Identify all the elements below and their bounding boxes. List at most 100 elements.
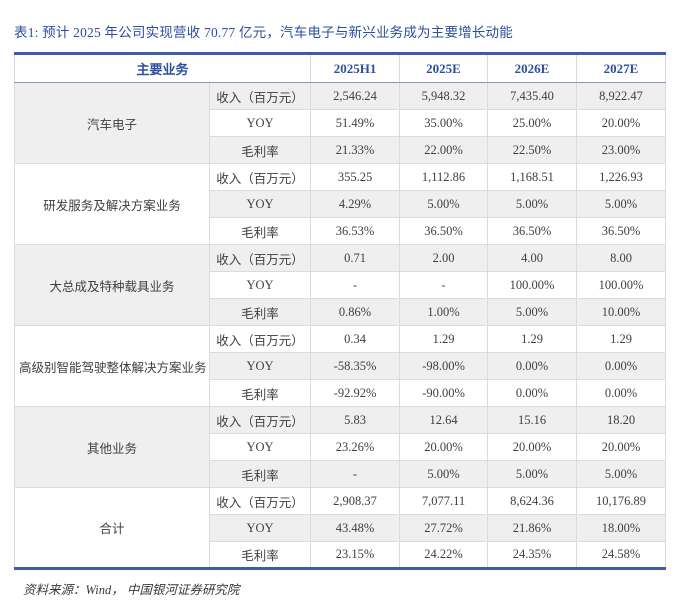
value-cell: 20.00% bbox=[576, 433, 667, 461]
value-cell: 27.72% bbox=[399, 514, 489, 542]
header-period-2027e: 2027E bbox=[576, 53, 667, 83]
value-cell: 22.50% bbox=[487, 136, 578, 164]
table-row: 毛利率 21.33% 22.00% 22.50% 23.00% bbox=[15, 136, 667, 164]
metric-label-cell: 收入（百万元） bbox=[208, 487, 312, 515]
value-cell: 18.00% bbox=[576, 514, 667, 542]
metric-label-cell: 收入（百万元） bbox=[208, 244, 312, 272]
value-cell: 20.00% bbox=[399, 433, 489, 461]
value-cell: 1.00% bbox=[399, 298, 489, 326]
value-cell: 8,624.36 bbox=[487, 487, 578, 515]
value-cell: 1.29 bbox=[399, 325, 489, 353]
value-cell: 10.00% bbox=[576, 298, 667, 326]
metric-label-cell: 毛利率 bbox=[208, 541, 312, 569]
header-period-2025h1: 2025H1 bbox=[310, 53, 401, 83]
metric-label-cell: 收入（百万元） bbox=[208, 163, 312, 191]
business-name-cell: 大总成及特种载具业务 bbox=[14, 244, 210, 326]
metric-label-cell: 收入（百万元） bbox=[208, 82, 312, 110]
value-cell: 0.00% bbox=[576, 352, 667, 380]
value-cell: - bbox=[310, 460, 401, 488]
table-row: 大总成及特种载具业务 收入（百万元） 0.71 2.00 4.00 8.00 bbox=[14, 244, 667, 326]
value-cell: 20.00% bbox=[487, 433, 578, 461]
value-cell: 355.25 bbox=[310, 163, 401, 191]
value-cell: - bbox=[310, 271, 401, 299]
metric-label-cell: YOY bbox=[208, 109, 312, 137]
source-note: 资料来源：Wind， 中国银河证券研究院 bbox=[23, 583, 240, 597]
header-row: 主要业务 2025H1 2025E 2026E 2027E bbox=[13, 53, 667, 83]
value-cell: 0.00% bbox=[576, 379, 667, 407]
value-cell: 36.50% bbox=[399, 217, 489, 245]
value-cell: 4.29% bbox=[310, 190, 401, 218]
metric-label-cell: 毛利率 bbox=[208, 460, 312, 488]
value-cell: -92.92% bbox=[310, 379, 401, 407]
value-cell: 12.64 bbox=[399, 406, 489, 434]
value-cell: 2.00 bbox=[399, 244, 489, 272]
value-cell: 23.15% bbox=[310, 541, 401, 569]
value-cell: 21.33% bbox=[310, 136, 401, 164]
value-cell: 5.00% bbox=[576, 190, 667, 218]
value-cell: 5.00% bbox=[399, 190, 489, 218]
value-cell: 1,168.51 bbox=[487, 163, 578, 191]
metric-label-cell: 收入（百万元） bbox=[208, 325, 312, 353]
value-cell: -90.00% bbox=[399, 379, 489, 407]
header-business-label: 主要业务 bbox=[13, 53, 312, 83]
value-cell: 5,948.32 bbox=[399, 82, 489, 110]
business-name-cell: 高级别智能驾驶整体解决方案业务 bbox=[14, 325, 210, 407]
table-row: YOY 43.48% 27.72% 21.86% 18.00% bbox=[15, 514, 667, 542]
table-row: 毛利率 23.15% 24.22% 24.35% 24.58% bbox=[15, 541, 667, 569]
value-cell: 0.86% bbox=[310, 298, 401, 326]
table-row: 汽车电子 收入（百万元） 2,546.24 5,948.32 7,435.40 8,922… bbox=[14, 82, 667, 164]
value-cell: 1,226.93 bbox=[576, 163, 667, 191]
value-cell: 5.00% bbox=[487, 190, 578, 218]
value-cell: 100.00% bbox=[576, 271, 667, 299]
value-cell: 36.50% bbox=[576, 217, 667, 245]
value-cell: 18.20 bbox=[576, 406, 667, 434]
table-row: 毛利率 -92.92% -90.00% 0.00% 0.00% bbox=[15, 379, 667, 407]
metric-label-cell: YOY bbox=[208, 433, 312, 461]
value-cell: 36.53% bbox=[310, 217, 401, 245]
table-row: 其他业务 收入（百万元） 5.83 12.64 15.16 18.20 bbox=[14, 406, 667, 488]
table-row: 研发服务及解决方案业务 收入（百万元） 355.25 1,112.86 1,168.51… bbox=[14, 163, 667, 245]
value-cell: 0.71 bbox=[310, 244, 401, 272]
business-name-cell: 合计 bbox=[14, 487, 210, 569]
value-cell: 24.35% bbox=[487, 541, 578, 569]
forecast-table: 主要业务 2025H1 2025E 2026E 2027E 汽车电子 收入（百万元… bbox=[13, 52, 667, 570]
business-name-cell: 汽车电子 bbox=[14, 82, 210, 164]
table-row: 毛利率 0.86% 1.00% 5.00% 10.00% bbox=[15, 298, 667, 326]
value-cell: 43.48% bbox=[310, 514, 401, 542]
header-period-2026e: 2026E bbox=[487, 53, 578, 83]
value-cell: 1.29 bbox=[576, 325, 667, 353]
value-cell: 10,176.89 bbox=[576, 487, 667, 515]
metric-label-cell: YOY bbox=[208, 271, 312, 299]
value-cell: 100.00% bbox=[487, 271, 578, 299]
table-body: 汽车电子 收入（百万元） 2,546.24 5,948.32 7,435.40 8,922… bbox=[14, 82, 667, 569]
value-cell: 15.16 bbox=[487, 406, 578, 434]
table-row: 毛利率 36.53% 36.50% 36.50% 36.50% bbox=[15, 217, 667, 245]
value-cell: 21.86% bbox=[487, 514, 578, 542]
value-cell: 36.50% bbox=[487, 217, 578, 245]
table-row: 合计 收入（百万元） 2,908.37 7,077.11 8,624.36 10,176.… bbox=[14, 487, 667, 569]
value-cell: 25.00% bbox=[487, 109, 578, 137]
metric-label-cell: 毛利率 bbox=[208, 298, 312, 326]
value-cell: 7,077.11 bbox=[399, 487, 489, 515]
header-period-2025e: 2025E bbox=[399, 53, 489, 83]
business-name-cell: 研发服务及解决方案业务 bbox=[14, 163, 210, 245]
table-row: 毛利率 -5.00% 5.00% 5.00% bbox=[15, 460, 667, 488]
value-cell: 24.22% bbox=[399, 541, 489, 569]
value-cell: 51.49% bbox=[310, 109, 401, 137]
value-cell: 23.00% bbox=[576, 136, 667, 164]
value-cell: 1.29 bbox=[487, 325, 578, 353]
value-cell: 24.58% bbox=[576, 541, 667, 569]
value-cell: 5.00% bbox=[487, 298, 578, 326]
value-cell: 1,112.86 bbox=[399, 163, 489, 191]
value-cell: 0.34 bbox=[310, 325, 401, 353]
table-row: 高级别智能驾驶整体解决方案业务 收入（百万元） 0.34 1.29 1.29 1.29 bbox=[14, 325, 667, 407]
value-cell: 20.00% bbox=[576, 109, 667, 137]
metric-label-cell: YOY bbox=[208, 190, 312, 218]
table-row: YOY 51.49% 35.00% 25.00% 20.00% bbox=[15, 109, 667, 137]
value-cell: 4.00 bbox=[487, 244, 578, 272]
value-cell: -98.00% bbox=[399, 352, 489, 380]
metric-label-cell: 毛利率 bbox=[208, 136, 312, 164]
value-cell: 0.00% bbox=[487, 379, 578, 407]
value-cell: - bbox=[399, 271, 489, 299]
value-cell: 5.00% bbox=[399, 460, 489, 488]
